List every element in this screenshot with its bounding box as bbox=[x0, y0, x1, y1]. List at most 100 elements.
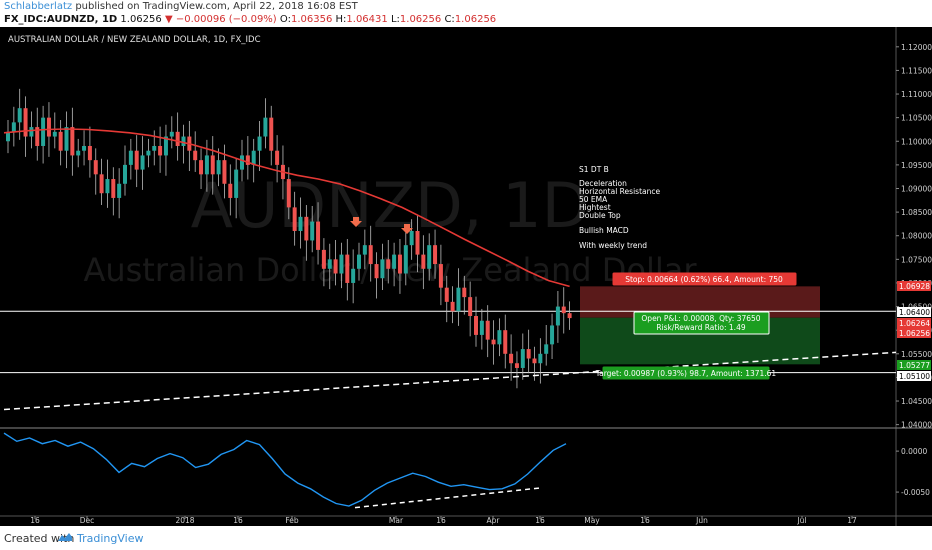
price-tick-label: 1.04000 bbox=[901, 421, 932, 430]
candle-up bbox=[169, 131, 174, 137]
candle-down bbox=[286, 179, 291, 208]
price-tick-label: 1.11500 bbox=[901, 66, 932, 75]
signal-arrows bbox=[350, 217, 413, 234]
dashed-trendline bbox=[3, 351, 897, 411]
time-tick-label: Mar bbox=[389, 516, 404, 525]
candle-down bbox=[269, 117, 274, 151]
last-price: 1.06256 bbox=[120, 14, 162, 25]
candle-up bbox=[392, 254, 397, 269]
publish-info: published on TradingView.com, April 22, … bbox=[75, 1, 358, 12]
macd-tick-label: -0.0050 bbox=[901, 488, 930, 497]
candle-down bbox=[158, 145, 163, 156]
candles bbox=[6, 88, 572, 389]
price-badge-label: 1.06256 bbox=[899, 329, 930, 338]
candle-up bbox=[6, 131, 10, 142]
candle-down bbox=[333, 259, 338, 274]
candle-down bbox=[514, 363, 519, 368]
candle-up bbox=[339, 254, 344, 274]
time-tick-label: 16 bbox=[30, 516, 40, 525]
price-badge-box bbox=[897, 281, 931, 291]
candle-up bbox=[152, 145, 157, 151]
symbol-ohlc-line: FX_IDC:AUDNZD, 1D 1.06256 ▼ −0.00096 (−0… bbox=[4, 14, 496, 25]
tradingview-logo-icon bbox=[58, 533, 72, 541]
candle-up bbox=[310, 221, 315, 241]
candle-up bbox=[117, 183, 122, 198]
macd-tick-label: 0.0000 bbox=[901, 447, 927, 456]
price-badge-box bbox=[897, 318, 931, 328]
candle-up bbox=[327, 259, 332, 269]
price-tick-label: 1.11000 bbox=[901, 90, 932, 99]
candle-down bbox=[245, 155, 250, 165]
candle-up bbox=[409, 231, 414, 246]
candle-up bbox=[380, 259, 385, 279]
candle-up bbox=[29, 127, 34, 137]
candle-down bbox=[474, 316, 478, 335]
candle-up bbox=[105, 179, 110, 194]
created-with-text: Created with bbox=[4, 532, 75, 545]
candle-down bbox=[450, 301, 455, 312]
grid bbox=[0, 27, 932, 526]
price-tick-label: 1.10000 bbox=[901, 137, 932, 146]
down-triangle-icon: ▼ bbox=[164, 14, 173, 25]
time-tick-label: Jul bbox=[796, 516, 806, 525]
price-badge-label: 1.05277 bbox=[899, 361, 930, 370]
candle-down bbox=[374, 264, 379, 279]
candle-up bbox=[140, 155, 145, 170]
candle-up bbox=[234, 169, 239, 198]
candle-down bbox=[433, 245, 438, 265]
price-badge-box bbox=[897, 360, 931, 370]
candle-up bbox=[76, 150, 81, 156]
down-arrow-icon bbox=[350, 217, 362, 227]
candle-up bbox=[357, 254, 361, 269]
note-line: Double Top bbox=[579, 211, 621, 220]
candle-up bbox=[479, 320, 484, 335]
candle-up bbox=[163, 136, 168, 156]
candle-down bbox=[468, 297, 473, 317]
time-tick-label: May bbox=[584, 516, 600, 525]
chart-canvas[interactable]: AUDNZD, 1D Australian Dollar / New Zeala… bbox=[0, 27, 932, 526]
target-label-box bbox=[602, 366, 770, 380]
price-badge-box bbox=[897, 371, 931, 381]
stop-label: Stop: 0.00664 (0.62%) 66.4, Amount: 750 bbox=[625, 275, 783, 284]
time-axis[interactable]: 16 Dec 2018 16 Feb Mar 16 Apr 16 May 16 Jun Jul 17 bbox=[30, 516, 857, 525]
chart-title: AUSTRALIAN DOLLAR / NEW ZEALAND DOLLAR, … bbox=[8, 35, 261, 45]
candle-up bbox=[128, 150, 133, 165]
candle-up bbox=[146, 150, 151, 156]
candle-up bbox=[240, 155, 244, 170]
candle-up bbox=[17, 108, 22, 123]
candle-down bbox=[111, 179, 116, 198]
candle-up bbox=[251, 150, 256, 165]
candle-up bbox=[538, 353, 543, 364]
candle-down bbox=[561, 306, 566, 314]
price-tick-label: 1.08500 bbox=[901, 208, 932, 217]
low-value: 1.06256 bbox=[399, 14, 442, 25]
time-tick-label: 16 bbox=[535, 516, 545, 525]
target-label: Target: 0.00987 (0.93%) 98.7, Amount: 13… bbox=[595, 369, 777, 378]
note-line: 50 EMA bbox=[579, 195, 608, 204]
candle-down bbox=[134, 150, 139, 170]
price-tick-label: 1.09000 bbox=[901, 184, 932, 193]
time-tick-label: Jun bbox=[695, 516, 708, 525]
watermark-symbol: AUDNZD, 1D bbox=[191, 169, 590, 242]
candle-down bbox=[438, 264, 443, 288]
candle-up bbox=[181, 136, 186, 146]
candle-down bbox=[275, 150, 280, 165]
candle-up bbox=[544, 344, 549, 354]
trendlines bbox=[3, 351, 897, 509]
candle-up bbox=[497, 330, 502, 345]
candle-down bbox=[421, 254, 426, 269]
candle-down bbox=[228, 183, 233, 198]
candle-up bbox=[298, 216, 303, 231]
note-line: S1 DT B bbox=[579, 165, 609, 174]
position-labels: Stop: 0.00664 (0.62%) 66.4, Amount: 750 O… bbox=[595, 272, 797, 380]
author-link[interactable]: Schlabberlatz bbox=[4, 1, 73, 12]
note-line: Hightest bbox=[579, 203, 611, 212]
brand-name[interactable]: TradingView bbox=[77, 532, 144, 545]
candle-down bbox=[93, 160, 98, 175]
candle-down bbox=[304, 216, 309, 241]
candle-up bbox=[204, 155, 209, 175]
candle-down bbox=[345, 254, 350, 283]
candle-down bbox=[509, 353, 514, 364]
